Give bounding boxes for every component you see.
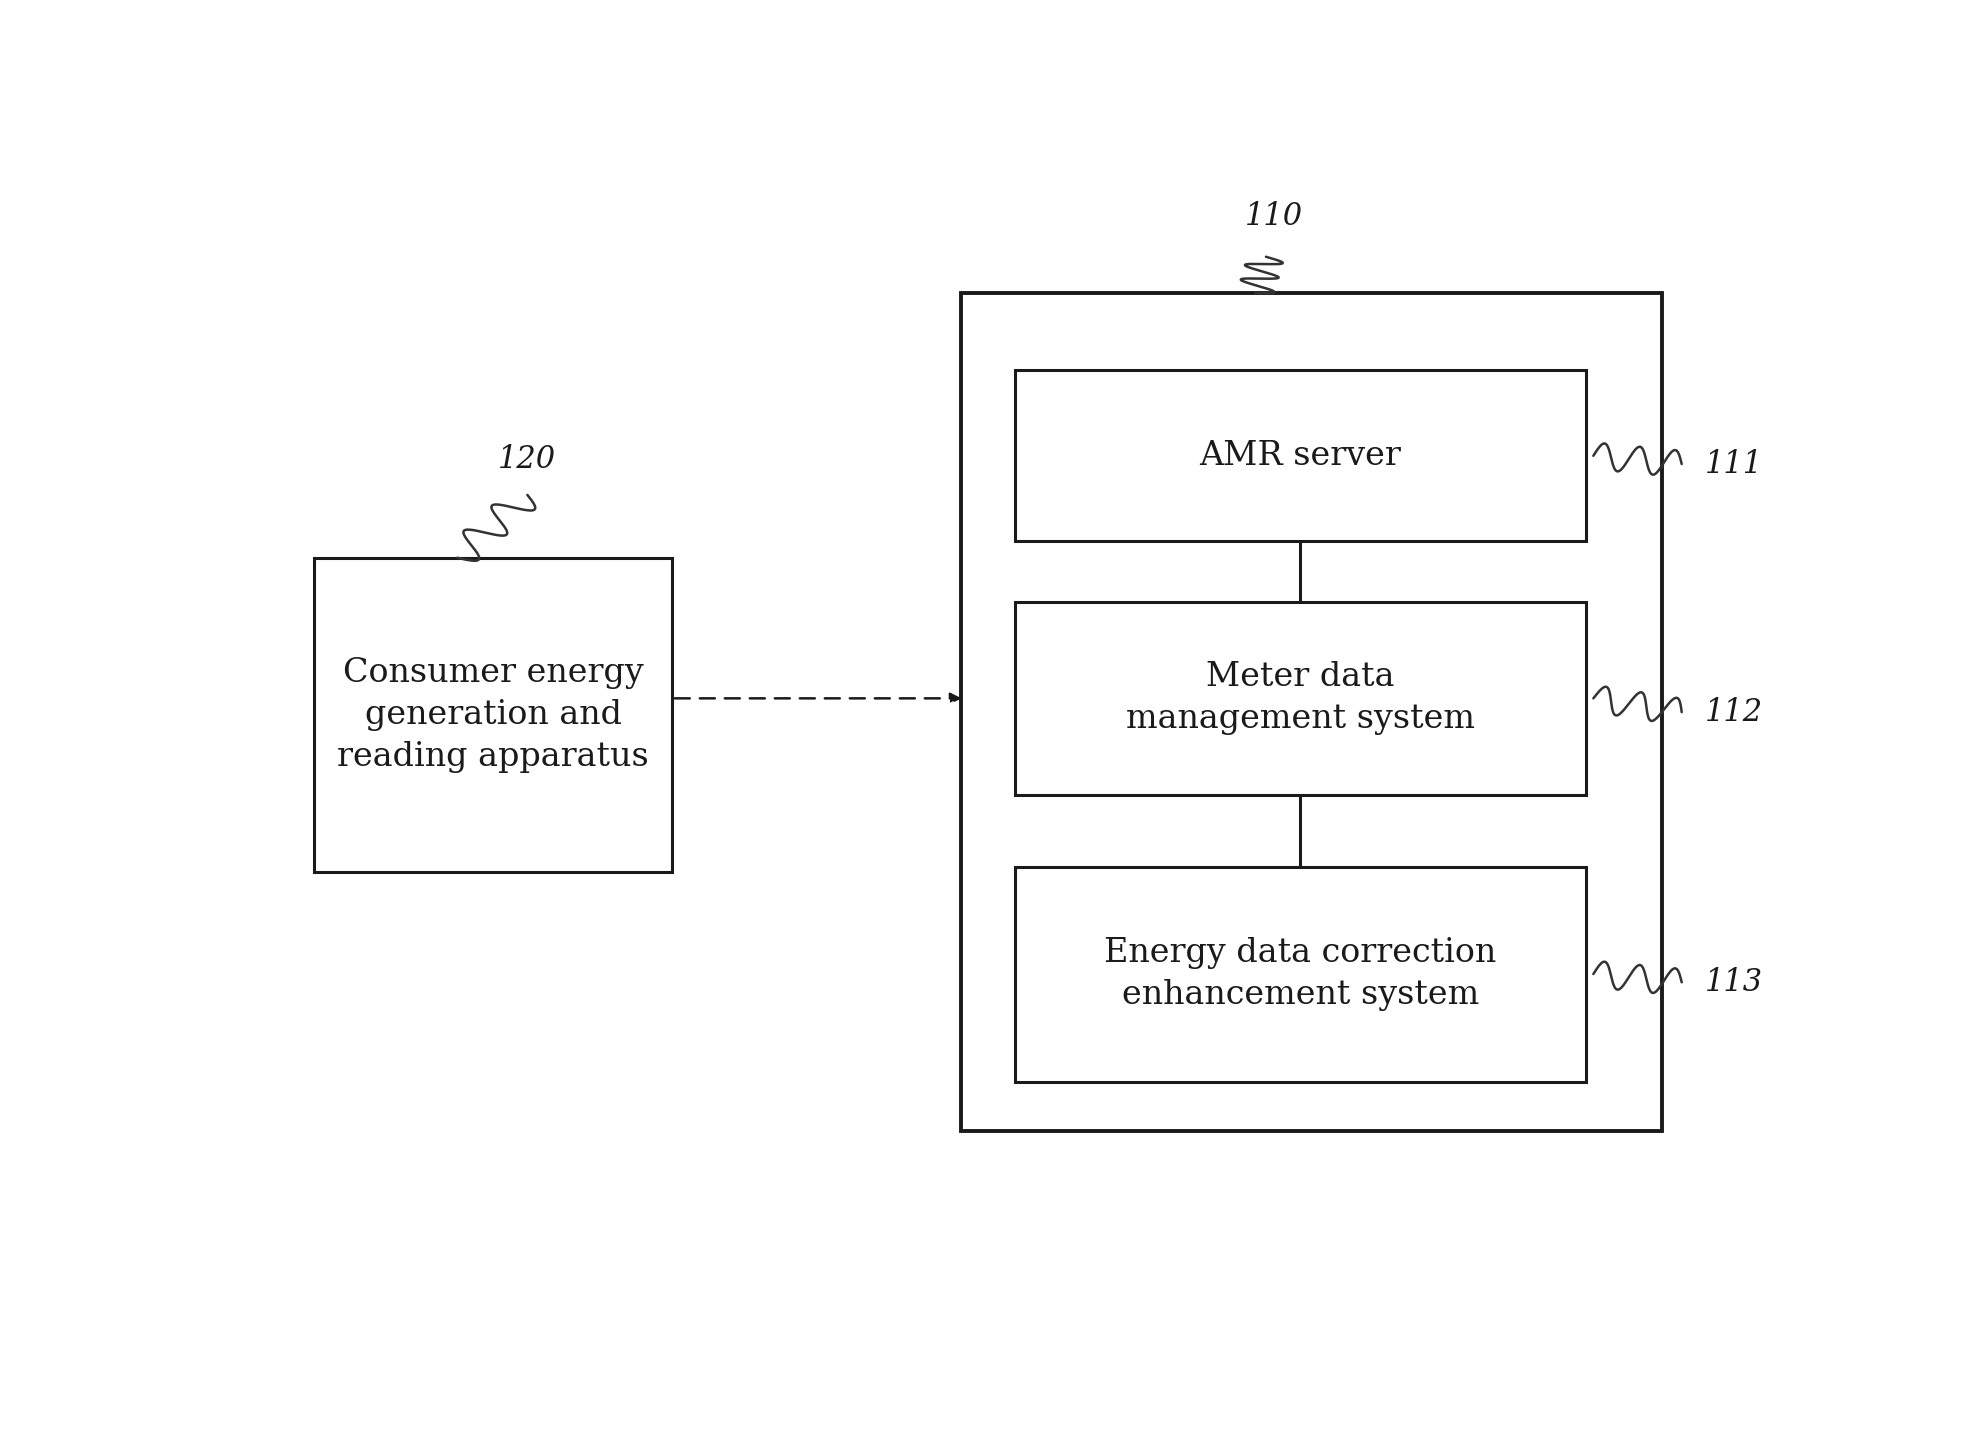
Bar	[1013, 601, 1585, 795]
Text: 113: 113	[1703, 967, 1762, 998]
Bar	[960, 294, 1662, 1131]
Text: 112: 112	[1703, 696, 1762, 727]
Text: Meter data
management system: Meter data management system	[1125, 662, 1473, 736]
Text: Energy data correction
enhancement system: Energy data correction enhancement syste…	[1104, 937, 1495, 1011]
Text: 111: 111	[1703, 448, 1762, 480]
Bar	[314, 557, 672, 872]
Text: 110: 110	[1243, 202, 1302, 232]
Text: Consumer energy
generation and
reading apparatus: Consumer energy generation and reading a…	[338, 657, 648, 773]
Bar	[1013, 866, 1585, 1081]
Text: 120: 120	[499, 444, 556, 475]
Bar	[1013, 371, 1585, 541]
Text: AMR server: AMR server	[1198, 440, 1400, 471]
